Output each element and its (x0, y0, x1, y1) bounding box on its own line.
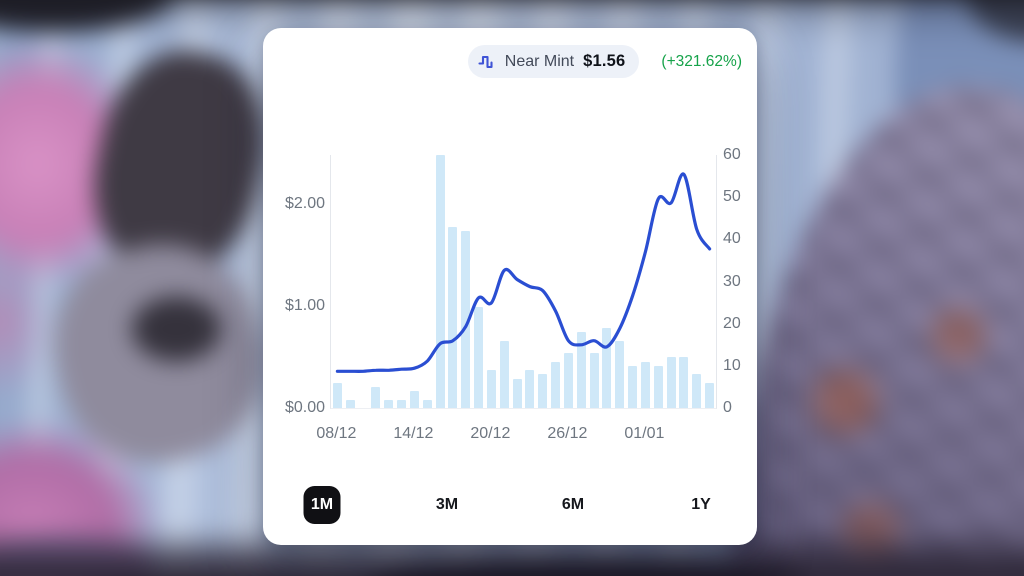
volume-bar (525, 370, 535, 408)
volume-bar (512, 378, 522, 408)
volume-bar (538, 374, 548, 408)
x-axis-tick: 20/12 (470, 425, 511, 442)
volume-bar (371, 386, 381, 408)
volume-bar (384, 399, 394, 408)
right-axis-tick: 60 (723, 146, 741, 163)
right-axis-tick: 10 (723, 356, 741, 374)
volume-bar (448, 226, 458, 408)
range-button-3m[interactable]: 3M (435, 496, 459, 513)
range-button-1y[interactable]: 1Y (691, 496, 711, 513)
volume-bar (563, 353, 573, 408)
range-button-1m[interactable]: 1M (303, 486, 341, 524)
left-axis-tick: $0.00 (284, 399, 325, 416)
volume-bar (576, 332, 586, 408)
volume-bar (692, 374, 702, 408)
volume-bar (628, 365, 638, 408)
bg-bottom-shadow (365, 558, 806, 576)
range-button-6m[interactable]: 6M (561, 496, 585, 513)
volume-bar (679, 357, 689, 408)
volume-bar (589, 353, 599, 408)
left-axis-tick: $1.00 (284, 297, 325, 314)
right-axis-tick: 50 (723, 188, 741, 206)
legend-series-label: Near Mint (504, 52, 575, 70)
x-axis-tick: 26/12 (547, 425, 588, 442)
volume-bar (705, 382, 715, 408)
volume-bar (332, 382, 342, 408)
chart-plot-area[interactable] (330, 155, 717, 409)
right-axis-tick: 0 (723, 399, 732, 416)
volume-bar (499, 340, 509, 408)
volume-bar (397, 399, 407, 408)
x-axis-tick: 08/12 (316, 425, 357, 442)
step-line-icon (478, 55, 493, 68)
price-chart-card: Near Mint $1.56 (+321.62%) $2.00 $1.00 $0.… (263, 28, 757, 545)
volume-bar (474, 306, 484, 408)
bg-pink-blossom-mid (0, 242, 54, 401)
bg-creature-eye-shadow (131, 296, 222, 362)
volume-bar (435, 155, 445, 408)
legend-current-price: $1.56 (583, 52, 626, 70)
x-axis-tick: 14/12 (393, 425, 434, 442)
right-axis-tick: 40 (723, 230, 741, 248)
volume-bar (551, 361, 561, 408)
volume-bar (486, 370, 496, 408)
volume-bar (653, 365, 663, 408)
chart-legend: Near Mint $1.56 (+321.62%) (467, 45, 742, 78)
volume-bar (409, 391, 419, 408)
right-axis-tick: 30 (723, 272, 741, 290)
volume-bar (602, 327, 612, 408)
right-axis-tick: 20 (723, 314, 741, 332)
legend-series-pill: Near Mint $1.56 (467, 45, 640, 78)
price-line (335, 172, 712, 373)
volume-bar (640, 361, 650, 408)
legend-change-percent: (+321.62%) (661, 52, 742, 70)
volume-bar (666, 357, 676, 408)
volume-bar (615, 340, 625, 408)
volume-bar (345, 399, 355, 408)
left-axis-tick: $2.00 (284, 195, 325, 212)
volume-bar (461, 230, 471, 408)
x-axis-tick: 01/01 (624, 425, 665, 442)
volume-bar (422, 399, 432, 408)
